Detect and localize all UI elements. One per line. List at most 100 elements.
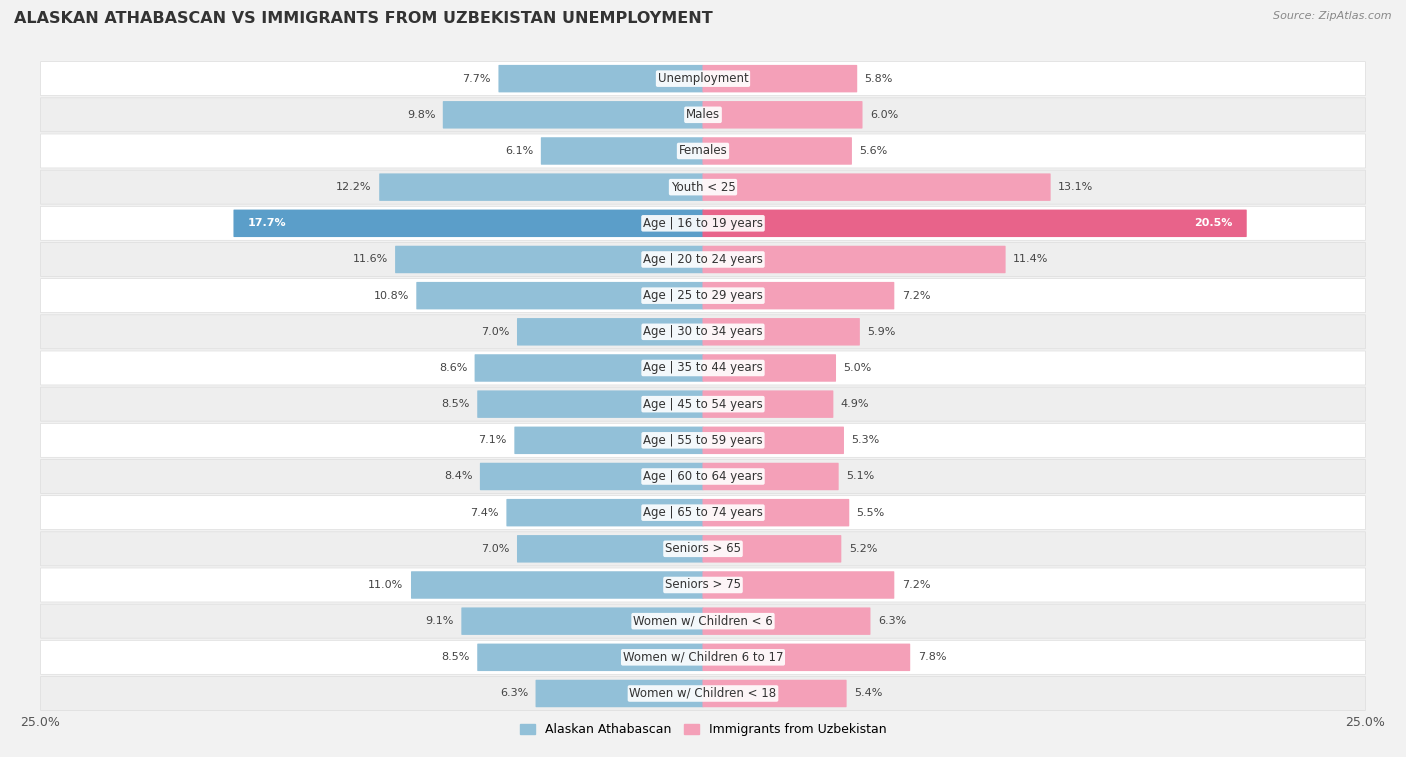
Text: 7.2%: 7.2% bbox=[901, 580, 931, 590]
FancyBboxPatch shape bbox=[41, 604, 1365, 638]
Text: 7.2%: 7.2% bbox=[901, 291, 931, 301]
Text: 5.4%: 5.4% bbox=[853, 689, 883, 699]
FancyBboxPatch shape bbox=[703, 643, 910, 671]
FancyBboxPatch shape bbox=[703, 427, 844, 454]
FancyBboxPatch shape bbox=[233, 210, 703, 237]
Text: Age | 60 to 64 years: Age | 60 to 64 years bbox=[643, 470, 763, 483]
Text: 5.3%: 5.3% bbox=[852, 435, 880, 445]
Text: Age | 20 to 24 years: Age | 20 to 24 years bbox=[643, 253, 763, 266]
Text: 7.0%: 7.0% bbox=[481, 327, 509, 337]
FancyBboxPatch shape bbox=[536, 680, 703, 707]
Text: 5.0%: 5.0% bbox=[844, 363, 872, 373]
FancyBboxPatch shape bbox=[395, 246, 703, 273]
FancyBboxPatch shape bbox=[41, 496, 1365, 530]
FancyBboxPatch shape bbox=[477, 643, 703, 671]
Legend: Alaskan Athabascan, Immigrants from Uzbekistan: Alaskan Athabascan, Immigrants from Uzbe… bbox=[515, 718, 891, 741]
Text: Women w/ Children < 6: Women w/ Children < 6 bbox=[633, 615, 773, 628]
Text: 9.8%: 9.8% bbox=[406, 110, 436, 120]
FancyBboxPatch shape bbox=[411, 572, 703, 599]
Text: 20.5%: 20.5% bbox=[1195, 218, 1233, 229]
FancyBboxPatch shape bbox=[517, 535, 703, 562]
Text: 7.7%: 7.7% bbox=[463, 73, 491, 83]
Text: Age | 45 to 54 years: Age | 45 to 54 years bbox=[643, 397, 763, 410]
FancyBboxPatch shape bbox=[41, 532, 1365, 565]
Text: Unemployment: Unemployment bbox=[658, 72, 748, 85]
FancyBboxPatch shape bbox=[41, 387, 1365, 421]
FancyBboxPatch shape bbox=[703, 282, 894, 310]
FancyBboxPatch shape bbox=[41, 170, 1365, 204]
Text: 7.0%: 7.0% bbox=[481, 544, 509, 554]
Text: 5.6%: 5.6% bbox=[859, 146, 887, 156]
FancyBboxPatch shape bbox=[703, 101, 862, 129]
Text: Males: Males bbox=[686, 108, 720, 121]
FancyBboxPatch shape bbox=[703, 680, 846, 707]
FancyBboxPatch shape bbox=[41, 207, 1365, 240]
FancyBboxPatch shape bbox=[41, 98, 1365, 132]
Text: 8.5%: 8.5% bbox=[441, 653, 470, 662]
Text: 5.5%: 5.5% bbox=[856, 508, 884, 518]
Text: 6.3%: 6.3% bbox=[877, 616, 905, 626]
FancyBboxPatch shape bbox=[461, 607, 703, 635]
FancyBboxPatch shape bbox=[41, 61, 1365, 95]
Text: 6.1%: 6.1% bbox=[505, 146, 533, 156]
FancyBboxPatch shape bbox=[703, 463, 838, 491]
FancyBboxPatch shape bbox=[41, 568, 1365, 602]
FancyBboxPatch shape bbox=[703, 535, 841, 562]
FancyBboxPatch shape bbox=[703, 210, 1247, 237]
FancyBboxPatch shape bbox=[416, 282, 703, 310]
FancyBboxPatch shape bbox=[515, 427, 703, 454]
FancyBboxPatch shape bbox=[703, 354, 837, 382]
Text: 4.9%: 4.9% bbox=[841, 399, 869, 409]
FancyBboxPatch shape bbox=[41, 242, 1365, 276]
FancyBboxPatch shape bbox=[541, 137, 703, 165]
Text: Source: ZipAtlas.com: Source: ZipAtlas.com bbox=[1274, 11, 1392, 21]
FancyBboxPatch shape bbox=[41, 677, 1365, 711]
Text: Age | 30 to 34 years: Age | 30 to 34 years bbox=[643, 326, 763, 338]
Text: Seniors > 65: Seniors > 65 bbox=[665, 542, 741, 556]
Text: 11.0%: 11.0% bbox=[368, 580, 404, 590]
Text: 7.4%: 7.4% bbox=[471, 508, 499, 518]
Text: 9.1%: 9.1% bbox=[426, 616, 454, 626]
Text: Youth < 25: Youth < 25 bbox=[671, 181, 735, 194]
Text: Age | 65 to 74 years: Age | 65 to 74 years bbox=[643, 506, 763, 519]
FancyBboxPatch shape bbox=[703, 246, 1005, 273]
FancyBboxPatch shape bbox=[703, 391, 834, 418]
Text: ALASKAN ATHABASCAN VS IMMIGRANTS FROM UZBEKISTAN UNEMPLOYMENT: ALASKAN ATHABASCAN VS IMMIGRANTS FROM UZ… bbox=[14, 11, 713, 26]
Text: Females: Females bbox=[679, 145, 727, 157]
Text: 8.4%: 8.4% bbox=[444, 472, 472, 481]
FancyBboxPatch shape bbox=[703, 499, 849, 526]
FancyBboxPatch shape bbox=[703, 137, 852, 165]
FancyBboxPatch shape bbox=[443, 101, 703, 129]
Text: Age | 55 to 59 years: Age | 55 to 59 years bbox=[643, 434, 763, 447]
Text: 7.1%: 7.1% bbox=[478, 435, 508, 445]
Text: 5.2%: 5.2% bbox=[849, 544, 877, 554]
FancyBboxPatch shape bbox=[41, 134, 1365, 168]
Text: 7.8%: 7.8% bbox=[918, 653, 946, 662]
Text: Age | 35 to 44 years: Age | 35 to 44 years bbox=[643, 362, 763, 375]
Text: Women w/ Children 6 to 17: Women w/ Children 6 to 17 bbox=[623, 651, 783, 664]
Text: 10.8%: 10.8% bbox=[374, 291, 409, 301]
FancyBboxPatch shape bbox=[703, 65, 858, 92]
FancyBboxPatch shape bbox=[506, 499, 703, 526]
FancyBboxPatch shape bbox=[41, 423, 1365, 457]
Text: 6.3%: 6.3% bbox=[501, 689, 529, 699]
FancyBboxPatch shape bbox=[703, 607, 870, 635]
FancyBboxPatch shape bbox=[477, 391, 703, 418]
Text: 8.5%: 8.5% bbox=[441, 399, 470, 409]
FancyBboxPatch shape bbox=[380, 173, 703, 201]
FancyBboxPatch shape bbox=[703, 318, 860, 345]
FancyBboxPatch shape bbox=[41, 279, 1365, 313]
FancyBboxPatch shape bbox=[41, 351, 1365, 385]
Text: Age | 25 to 29 years: Age | 25 to 29 years bbox=[643, 289, 763, 302]
FancyBboxPatch shape bbox=[41, 459, 1365, 494]
Text: 5.8%: 5.8% bbox=[865, 73, 893, 83]
FancyBboxPatch shape bbox=[499, 65, 703, 92]
Text: 5.9%: 5.9% bbox=[868, 327, 896, 337]
Text: 13.1%: 13.1% bbox=[1059, 182, 1094, 192]
Text: 11.6%: 11.6% bbox=[353, 254, 388, 264]
FancyBboxPatch shape bbox=[703, 173, 1050, 201]
Text: Seniors > 75: Seniors > 75 bbox=[665, 578, 741, 591]
Text: 5.1%: 5.1% bbox=[846, 472, 875, 481]
FancyBboxPatch shape bbox=[703, 572, 894, 599]
FancyBboxPatch shape bbox=[517, 318, 703, 345]
